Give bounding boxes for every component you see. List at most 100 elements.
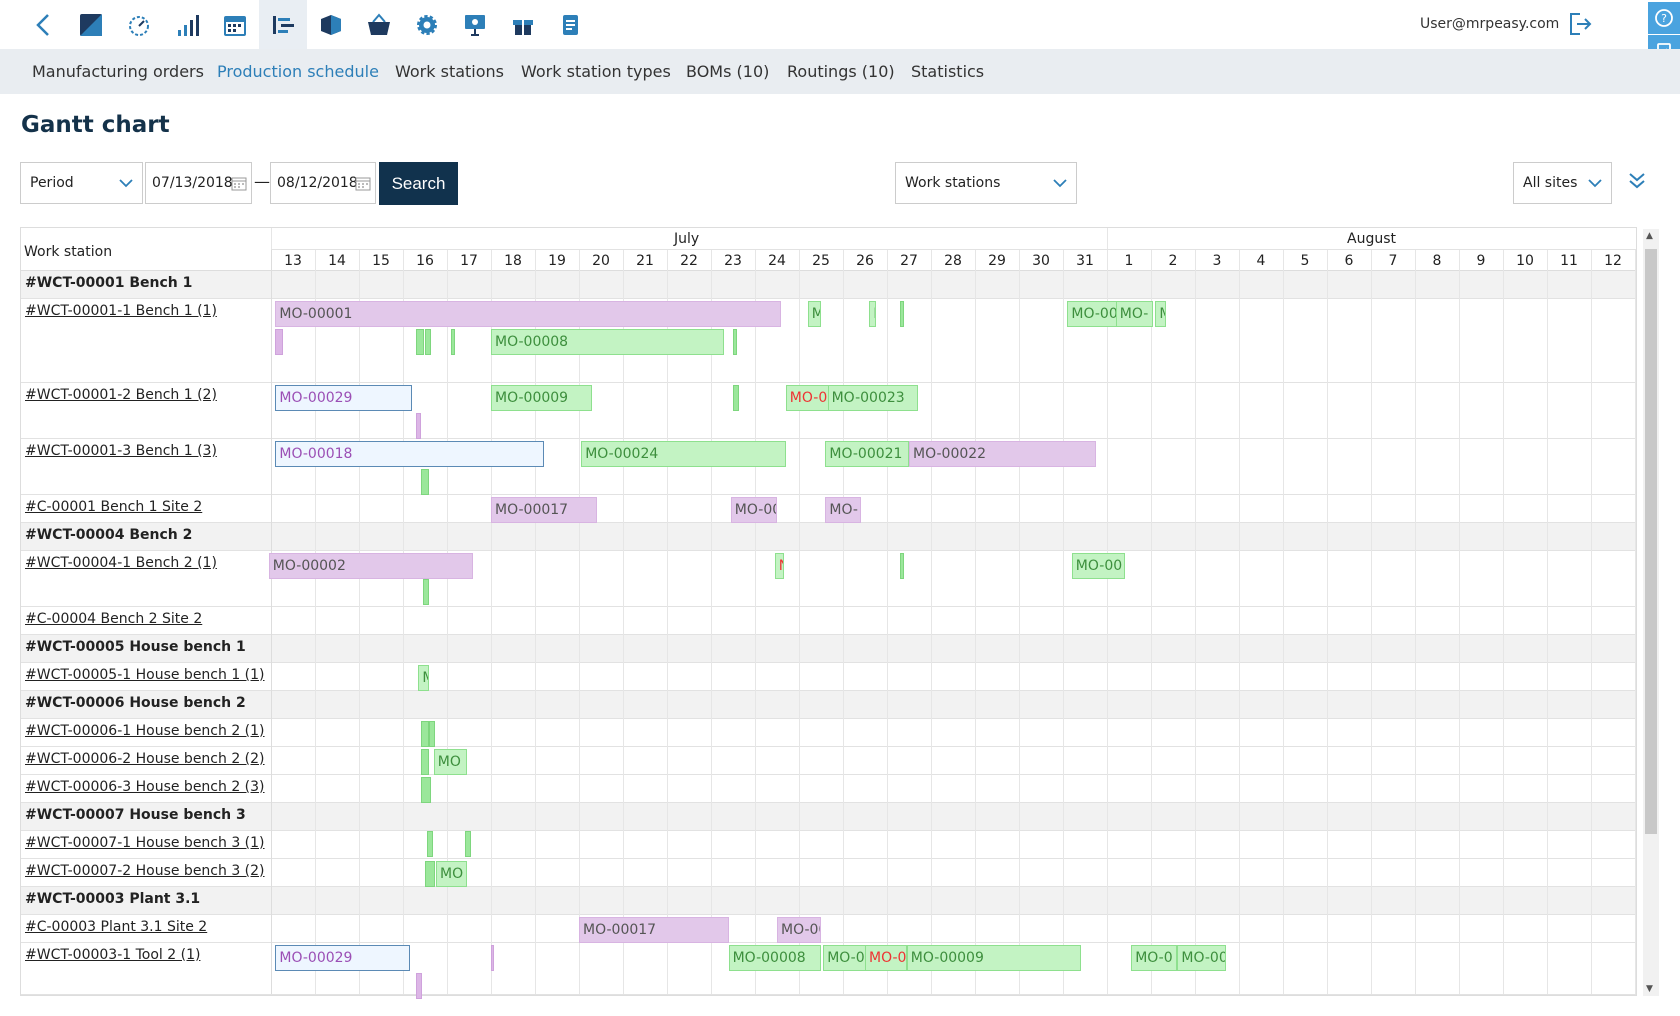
period-select[interactable]: Period bbox=[20, 162, 143, 204]
gift-icon[interactable] bbox=[499, 0, 547, 49]
stock-icon[interactable] bbox=[307, 0, 355, 49]
logout-icon[interactable] bbox=[1568, 12, 1594, 40]
operation-sliver[interactable] bbox=[275, 329, 284, 355]
calendar-small-icon[interactable] bbox=[355, 175, 371, 191]
search-button[interactable]: Search bbox=[379, 162, 458, 205]
gantt-bar[interactable]: MO- bbox=[825, 497, 861, 523]
gantt-bar[interactable]: M bbox=[418, 665, 430, 691]
work-station-link[interactable]: #WCT-00005-1 House bench 1 (1) bbox=[25, 667, 265, 683]
work-station-link[interactable]: #WCT-00001-1 Bench 1 (1) bbox=[25, 303, 217, 319]
work-station-row[interactable]: #WCT-00001-3 Bench 1 (3) bbox=[21, 439, 1636, 495]
gantt-bar[interactable]: MO-00017 bbox=[491, 497, 597, 523]
operation-sliver[interactable] bbox=[733, 385, 739, 411]
work-station-link[interactable]: #C-00004 Bench 2 Site 2 bbox=[25, 611, 203, 627]
sites-select[interactable]: All sites bbox=[1513, 162, 1612, 204]
gantt-bar[interactable]: MO-00009 bbox=[491, 385, 593, 411]
gantt-bar[interactable]: MO-00024 bbox=[581, 441, 786, 467]
back-icon[interactable] bbox=[20, 0, 68, 49]
gantt-bar[interactable]: MO-0 bbox=[865, 945, 907, 971]
operation-sliver[interactable] bbox=[425, 861, 435, 887]
work-station-link[interactable]: #WCT-00006-3 House bench 2 (3) bbox=[25, 779, 265, 795]
work-station-row[interactable]: #C-00003 Plant 3.1 Site 2 bbox=[21, 915, 1636, 943]
work-station-row[interactable]: #WCT-00006-3 House bench 2 (3) bbox=[21, 775, 1636, 803]
work-station-row[interactable]: #WCT-00007-2 House bench 3 (2) bbox=[21, 859, 1636, 887]
presentation-icon[interactable] bbox=[451, 0, 499, 49]
gantt-bar[interactable]: MO-0 bbox=[1131, 945, 1178, 971]
group-by-select[interactable]: Work stations bbox=[895, 162, 1077, 204]
gantt-bar[interactable]: MO-00001 bbox=[275, 301, 782, 327]
gantt-bar[interactable]: MO-00008 bbox=[728, 945, 821, 971]
operation-sliver[interactable] bbox=[420, 469, 429, 495]
work-station-row[interactable]: #WCT-00006-2 House bench 2 (2) bbox=[21, 747, 1636, 775]
operation-sliver[interactable] bbox=[900, 553, 905, 579]
gantt-bar[interactable]: I bbox=[869, 301, 876, 327]
expand-filters-icon[interactable] bbox=[1628, 171, 1646, 195]
operation-sliver[interactable] bbox=[451, 329, 456, 355]
gantt-bar[interactable]: MO-00029 bbox=[275, 945, 410, 971]
gantt-bar[interactable]: MO- bbox=[1115, 301, 1154, 327]
work-station-row[interactable]: #WCT-00004-1 Bench 2 (1) bbox=[21, 551, 1636, 607]
dashboard-icon[interactable] bbox=[115, 0, 163, 49]
operation-sliver[interactable] bbox=[422, 579, 429, 605]
work-station-row[interactable]: #C-00004 Bench 2 Site 2 bbox=[21, 607, 1636, 635]
work-station-link[interactable]: #WCT-00007-1 House bench 3 (1) bbox=[25, 835, 265, 851]
basket-icon[interactable] bbox=[355, 0, 403, 49]
operation-sliver[interactable] bbox=[420, 777, 431, 803]
gantt-bar[interactable]: MO-00018 bbox=[275, 441, 544, 467]
work-station-link[interactable]: #WCT-00001-2 Bench 1 (2) bbox=[25, 387, 217, 403]
gantt-bar[interactable]: MO-00023 bbox=[827, 385, 918, 411]
documents-icon[interactable] bbox=[547, 0, 595, 49]
operation-sliver[interactable] bbox=[416, 413, 422, 439]
gantt-bar[interactable]: MO-00 bbox=[823, 945, 870, 971]
gantt-bar[interactable]: MO bbox=[433, 749, 467, 775]
work-station-link[interactable]: #WCT-00006-1 House bench 2 (1) bbox=[25, 723, 265, 739]
operation-sliver[interactable] bbox=[420, 749, 429, 775]
gantt-bar[interactable]: MO-00 bbox=[730, 497, 777, 523]
logo-icon[interactable] bbox=[67, 0, 115, 49]
work-station-link[interactable]: #WCT-00003-1 Tool 2 (1) bbox=[25, 947, 201, 963]
vertical-scrollbar[interactable]: ▲ ▼ bbox=[1643, 229, 1659, 996]
gantt-bar[interactable]: MO bbox=[436, 861, 467, 887]
gantt-bar[interactable]: MO-00 bbox=[777, 917, 821, 943]
gantt-bar[interactable]: M bbox=[1155, 301, 1167, 327]
date-from-input[interactable]: 07/13/2018 bbox=[145, 162, 252, 204]
scroll-down-icon[interactable]: ▼ bbox=[1646, 984, 1653, 994]
gantt-bar[interactable]: MO-00022 bbox=[909, 441, 1096, 467]
gantt-bar[interactable]: MO-00029 bbox=[275, 385, 412, 411]
work-station-row[interactable]: #WCT-00003-1 Tool 2 (1) bbox=[21, 943, 1636, 995]
operation-sliver[interactable] bbox=[416, 329, 425, 355]
operation-sliver[interactable] bbox=[427, 831, 434, 857]
tab-production-schedule[interactable]: Production schedule bbox=[217, 62, 379, 81]
work-station-row[interactable]: #WCT-00007-1 House bench 3 (1) bbox=[21, 831, 1636, 859]
gantt-bar[interactable]: MO-0 bbox=[785, 385, 830, 411]
operation-sliver[interactable] bbox=[900, 301, 905, 327]
operation-sliver[interactable] bbox=[425, 329, 431, 355]
operation-sliver[interactable] bbox=[733, 329, 737, 355]
operation-sliver[interactable] bbox=[464, 831, 471, 857]
gantt-bar[interactable]: MO-00021 bbox=[825, 441, 909, 467]
tab-boms[interactable]: BOMs (10) bbox=[686, 62, 770, 81]
gantt-bar[interactable]: MO-00009 bbox=[906, 945, 1081, 971]
gantt-bar[interactable]: MO-00017 bbox=[579, 917, 729, 943]
stats-icon[interactable] bbox=[163, 0, 211, 49]
operation-sliver[interactable] bbox=[420, 721, 429, 747]
work-station-link[interactable]: #WCT-00006-2 House bench 2 (2) bbox=[25, 751, 265, 767]
scroll-up-icon[interactable]: ▲ bbox=[1646, 231, 1653, 241]
gantt-bar[interactable]: M bbox=[807, 301, 821, 327]
tab-routings[interactable]: Routings (10) bbox=[787, 62, 895, 81]
work-station-link[interactable]: #WCT-00007-2 House bench 3 (2) bbox=[25, 863, 265, 879]
gantt-bar[interactable]: MO-00 bbox=[1067, 301, 1121, 327]
work-station-row[interactable]: #WCT-00005-1 House bench 1 (1) bbox=[21, 663, 1636, 691]
date-to-input[interactable]: 08/12/2018 bbox=[270, 162, 376, 204]
work-station-row[interactable]: #WCT-00006-1 House bench 2 (1) bbox=[21, 719, 1636, 747]
settings-icon[interactable] bbox=[403, 0, 451, 49]
scrollbar-thumb[interactable] bbox=[1645, 249, 1657, 834]
calendar-small-icon[interactable] bbox=[231, 175, 247, 191]
operation-sliver[interactable] bbox=[491, 945, 494, 971]
work-station-row[interactable]: #WCT-00001-2 Bench 1 (2) bbox=[21, 383, 1636, 439]
operation-sliver[interactable] bbox=[416, 973, 423, 999]
tab-work-station-types[interactable]: Work station types bbox=[521, 62, 671, 81]
gantt-bar[interactable]: MO-00002 bbox=[268, 553, 474, 579]
tab-work-stations[interactable]: Work stations bbox=[395, 62, 504, 81]
work-station-link[interactable]: #C-00001 Bench 1 Site 2 bbox=[25, 499, 203, 515]
